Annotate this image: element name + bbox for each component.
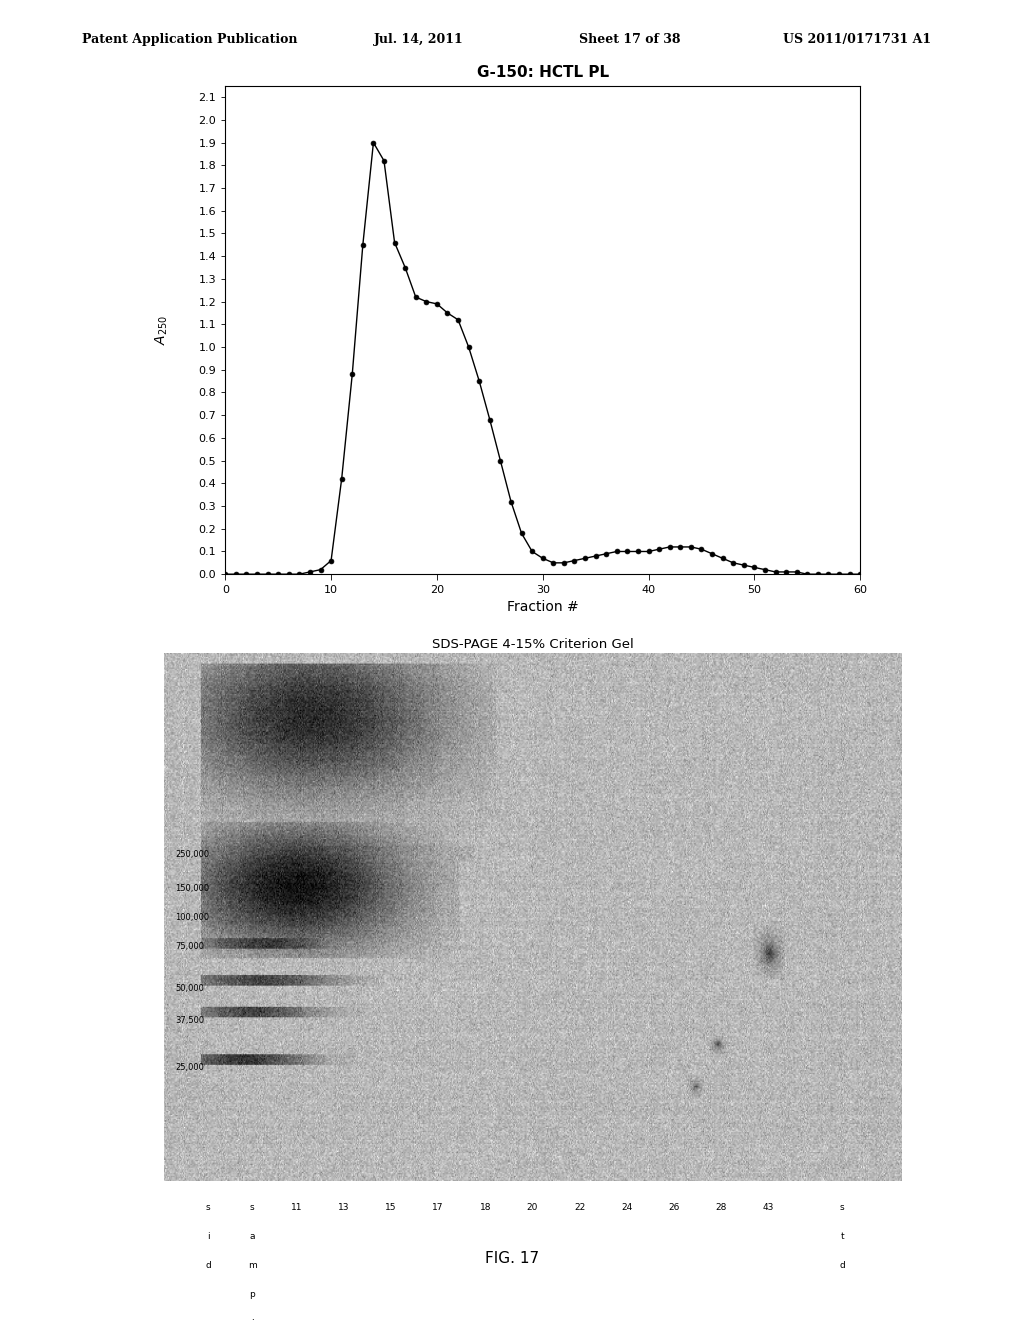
Text: 150,000: 150,000	[175, 884, 209, 892]
Text: 75,000: 75,000	[175, 942, 204, 950]
X-axis label: Fraction #: Fraction #	[507, 601, 579, 614]
Text: 18: 18	[479, 1203, 492, 1212]
Text: 20: 20	[526, 1203, 539, 1212]
Text: FIG. 17: FIG. 17	[485, 1251, 539, 1266]
Text: 100,000: 100,000	[175, 913, 209, 921]
Title: G-150: HCTL PL: G-150: HCTL PL	[476, 66, 609, 81]
Text: d: d	[205, 1261, 211, 1270]
Text: 22: 22	[574, 1203, 586, 1212]
Text: m: m	[248, 1261, 257, 1270]
Text: Sheet 17 of 38: Sheet 17 of 38	[579, 33, 680, 46]
Text: 37,500: 37,500	[175, 1016, 204, 1024]
Text: 25,000: 25,000	[175, 1064, 204, 1072]
Text: US 2011/0171731 A1: US 2011/0171731 A1	[783, 33, 932, 46]
Text: 26: 26	[669, 1203, 680, 1212]
Text: 15: 15	[385, 1203, 396, 1212]
Title: SDS-PAGE 4-15% Criterion Gel: SDS-PAGE 4-15% Criterion Gel	[431, 638, 634, 651]
Text: s: s	[206, 1203, 210, 1212]
Text: s: s	[840, 1203, 845, 1212]
Text: t: t	[841, 1232, 844, 1241]
Text: 24: 24	[622, 1203, 633, 1212]
Text: 17: 17	[432, 1203, 443, 1212]
Text: l: l	[251, 1319, 254, 1320]
Text: $A_{250}$: $A_{250}$	[154, 315, 170, 345]
Text: 50,000: 50,000	[175, 985, 204, 993]
Text: 250,000: 250,000	[175, 850, 209, 858]
Text: Jul. 14, 2011: Jul. 14, 2011	[374, 33, 464, 46]
Text: d: d	[840, 1261, 845, 1270]
Text: 43: 43	[763, 1203, 774, 1212]
Text: 13: 13	[338, 1203, 349, 1212]
Text: Patent Application Publication: Patent Application Publication	[82, 33, 297, 46]
Text: a: a	[250, 1232, 255, 1241]
Text: s: s	[250, 1203, 255, 1212]
Text: 11: 11	[291, 1203, 302, 1212]
Text: i: i	[207, 1232, 209, 1241]
Text: 28: 28	[716, 1203, 727, 1212]
Text: p: p	[250, 1290, 255, 1299]
